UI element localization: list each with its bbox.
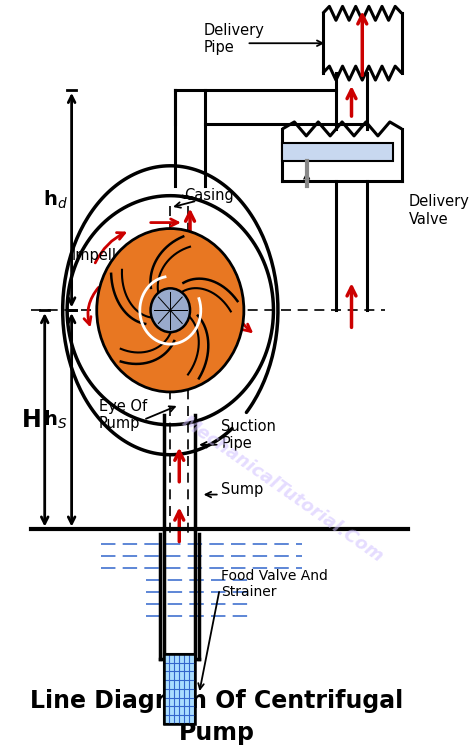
Bar — [283, 144, 393, 161]
Text: Sump: Sump — [221, 482, 264, 497]
Text: Delivery
Valve: Delivery Valve — [409, 194, 470, 227]
Text: h$_d$: h$_d$ — [43, 189, 68, 212]
Text: MechanicalTutorial.Com: MechanicalTutorial.Com — [178, 413, 387, 566]
Text: Food Valve And
Strainer: Food Valve And Strainer — [221, 569, 328, 600]
Text: Delivery
Pipe: Delivery Pipe — [203, 23, 264, 55]
Text: H: H — [21, 407, 41, 432]
Text: Suction
Pipe: Suction Pipe — [221, 419, 276, 451]
Bar — [164, 654, 194, 723]
Text: Eye Of
Pump: Eye Of Pump — [99, 398, 146, 431]
Circle shape — [97, 228, 244, 392]
Circle shape — [151, 288, 190, 332]
Text: Impeller: Impeller — [72, 248, 132, 263]
Text: Line Diagram Of Centrifugal
Pump: Line Diagram Of Centrifugal Pump — [30, 689, 403, 745]
Text: h$_S$: h$_S$ — [43, 409, 68, 431]
Bar — [164, 654, 194, 723]
Text: Casing: Casing — [184, 188, 234, 203]
Bar — [164, 654, 194, 723]
